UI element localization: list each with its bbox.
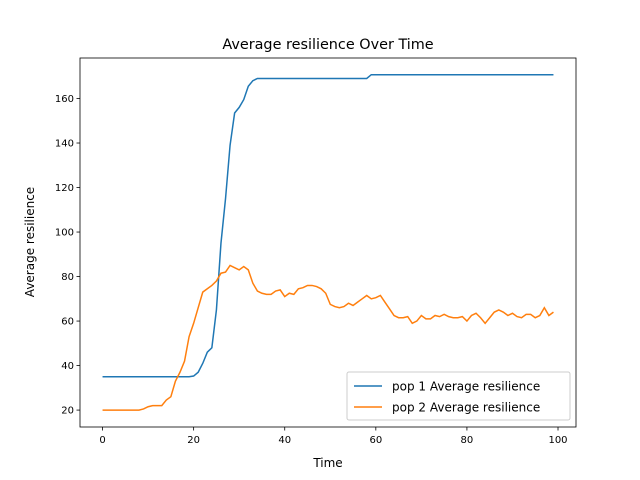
x-tick-label: 40 xyxy=(278,435,291,446)
x-tick-label: 0 xyxy=(99,435,105,446)
y-tick-label: 80 xyxy=(61,272,74,283)
plot-frame xyxy=(79,57,577,428)
y-tick-label: 140 xyxy=(55,139,74,150)
series-line xyxy=(102,264,554,411)
y-tick-label: 100 xyxy=(55,228,74,239)
legend-label: pop 1 Average resilience xyxy=(392,380,540,394)
y-tick-label: 20 xyxy=(61,406,74,417)
y-tick-label: 60 xyxy=(61,317,74,328)
legend-box xyxy=(346,371,571,421)
y-tick-label: 120 xyxy=(55,183,74,194)
legend-label: pop 2 Average resilience xyxy=(392,401,540,415)
x-tick-label: 80 xyxy=(461,435,474,446)
chart-title: Average resilience Over Time xyxy=(222,37,433,53)
x-tick-label: 100 xyxy=(548,435,567,446)
x-tick-label: 60 xyxy=(369,435,382,446)
x-tick-label: 20 xyxy=(187,435,200,446)
x-axis-label: Time xyxy=(312,456,342,470)
y-tick-label: 40 xyxy=(61,361,74,372)
y-axis-label: Average resilience xyxy=(23,187,37,297)
y-tick-label: 160 xyxy=(55,94,74,105)
